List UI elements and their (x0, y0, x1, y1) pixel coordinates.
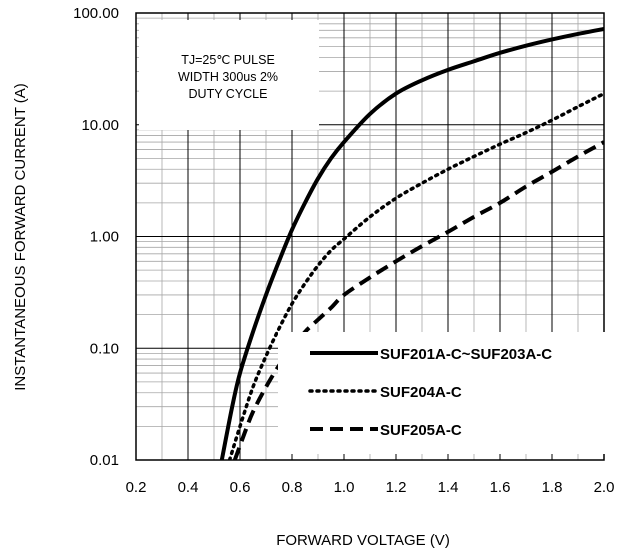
y-tick-label: 10.00 (81, 117, 119, 134)
annotation-line-3: DUTY CYCLE (189, 87, 268, 101)
y-tick-label: 100.00 (73, 5, 119, 22)
legend-label-suf205: SUF205A-C (380, 422, 462, 439)
plot-frame (135, 12, 605, 461)
annotation-background (139, 20, 319, 130)
y-tick-label: 0.10 (90, 340, 119, 357)
x-tick-label: 1.2 (386, 479, 407, 496)
series-line-2 (227, 91, 604, 460)
x-tick-label: 1.0 (334, 479, 355, 496)
x-tick-label: 2.0 (594, 479, 615, 496)
x-tick-label: 1.4 (438, 479, 459, 496)
x-tick-label: 0.6 (230, 479, 251, 496)
x-tick-label: 0.8 (282, 479, 303, 496)
legend-label-suf204: SUF204A-C (380, 384, 462, 401)
x-tick-label: 0.2 (126, 479, 147, 496)
x-tick-label: 1.8 (542, 479, 563, 496)
annotation-line-1: TJ=25℃ PULSE (181, 53, 275, 67)
x-tick-labels: 0.2 0.4 0.6 0.8 1.0 1.2 1.4 1.6 1.8 2.0 (126, 479, 615, 496)
series-layer (219, 26, 604, 460)
legend: SUF201A-C~SUF203A-C SUF204A-C SUF205A-C (278, 332, 608, 454)
x-axis-label: FORWARD VOLTAGE (V) (276, 532, 450, 549)
annotation-line-2: WIDTH 300us 2% (178, 70, 278, 84)
y-tick-label: 0.01 (90, 452, 119, 469)
annotation-box: TJ=25℃ PULSE WIDTH 300us 2% DUTY CYCLE (139, 20, 319, 130)
y-tick-label: 1.00 (90, 229, 119, 246)
series-line-1 (219, 26, 604, 460)
legend-label-suf201-203: SUF201A-C~SUF203A-C (380, 346, 552, 363)
series-line-3 (232, 140, 604, 460)
y-axis-label: INSTANTANEOUS FORWARD CURRENT (A) (12, 83, 29, 391)
y-tick-labels: 0.01 0.10 1.00 10.00 100.00 (73, 5, 119, 469)
x-tick-label: 1.6 (490, 479, 511, 496)
x-tick-label: 0.4 (178, 479, 199, 496)
